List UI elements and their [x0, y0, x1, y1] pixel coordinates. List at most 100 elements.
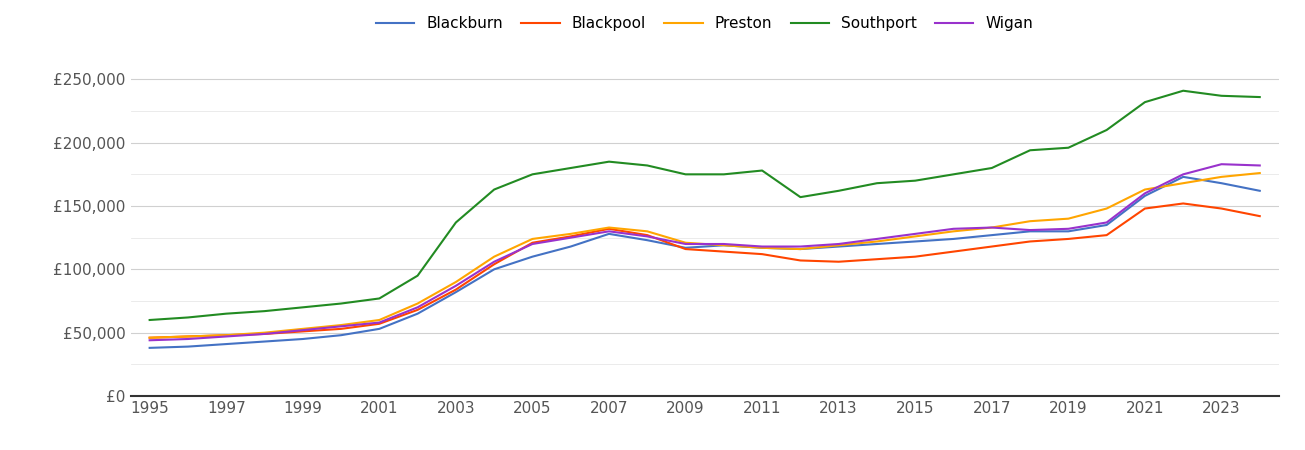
Blackpool	[487, 261, 502, 267]
Wigan	[602, 229, 617, 234]
Blackpool	[831, 259, 847, 265]
Blackburn	[1251, 188, 1267, 194]
Blackpool	[1137, 206, 1152, 211]
Wigan	[869, 236, 885, 242]
Wigan	[525, 241, 540, 247]
Wigan	[142, 338, 158, 343]
Line: Blackburn: Blackburn	[150, 177, 1259, 348]
Blackburn	[487, 267, 502, 272]
Preston	[677, 240, 693, 245]
Southport	[602, 159, 617, 164]
Blackpool	[1176, 201, 1191, 206]
Blackburn	[448, 289, 463, 295]
Preston	[410, 301, 425, 306]
Preston	[754, 245, 770, 251]
Blackburn	[218, 342, 234, 347]
Legend: Blackburn, Blackpool, Preston, Southport, Wigan: Blackburn, Blackpool, Preston, Southport…	[369, 10, 1040, 37]
Blackpool	[410, 307, 425, 313]
Blackpool	[946, 249, 962, 254]
Wigan	[372, 320, 388, 325]
Southport	[1176, 88, 1191, 94]
Blackburn	[754, 245, 770, 251]
Wigan	[716, 241, 732, 247]
Wigan	[448, 283, 463, 288]
Blackburn	[984, 233, 1000, 238]
Wigan	[1214, 162, 1229, 167]
Blackpool	[1214, 206, 1229, 211]
Southport	[1251, 94, 1267, 100]
Wigan	[907, 231, 923, 237]
Blackburn	[257, 339, 273, 344]
Blackpool	[1099, 233, 1114, 238]
Blackburn	[639, 238, 655, 243]
Southport	[1061, 145, 1077, 150]
Blackpool	[1251, 213, 1267, 219]
Blackburn	[716, 243, 732, 248]
Southport	[1214, 93, 1229, 99]
Preston	[984, 225, 1000, 230]
Blackburn	[1137, 193, 1152, 198]
Preston	[180, 334, 196, 339]
Blackpool	[333, 326, 348, 332]
Southport	[218, 311, 234, 316]
Blackburn	[295, 336, 311, 342]
Southport	[907, 178, 923, 183]
Wigan	[984, 225, 1000, 230]
Preston	[487, 254, 502, 259]
Blackburn	[1176, 174, 1191, 180]
Wigan	[1061, 226, 1077, 231]
Southport	[1099, 127, 1114, 133]
Southport	[984, 165, 1000, 171]
Southport	[946, 171, 962, 177]
Wigan	[333, 324, 348, 329]
Blackburn	[180, 344, 196, 349]
Blackburn	[677, 245, 693, 251]
Southport	[831, 188, 847, 194]
Preston	[448, 279, 463, 285]
Preston	[639, 229, 655, 234]
Preston	[295, 326, 311, 332]
Wigan	[1137, 191, 1152, 196]
Blackpool	[677, 246, 693, 252]
Blackburn	[525, 254, 540, 259]
Wigan	[410, 305, 425, 310]
Blackburn	[1214, 180, 1229, 186]
Preston	[602, 225, 617, 230]
Wigan	[831, 241, 847, 247]
Southport	[562, 165, 578, 171]
Blackburn	[907, 239, 923, 244]
Southport	[295, 305, 311, 310]
Blackburn	[946, 236, 962, 242]
Wigan	[1251, 163, 1267, 168]
Wigan	[946, 226, 962, 231]
Preston	[257, 330, 273, 335]
Preston	[831, 243, 847, 248]
Preston	[525, 236, 540, 242]
Blackburn	[410, 311, 425, 316]
Blackpool	[218, 333, 234, 338]
Preston	[1022, 219, 1037, 224]
Blackburn	[1022, 229, 1037, 234]
Wigan	[1176, 171, 1191, 177]
Southport	[257, 308, 273, 314]
Blackpool	[448, 287, 463, 292]
Line: Wigan: Wigan	[150, 164, 1259, 340]
Preston	[562, 231, 578, 237]
Southport	[869, 180, 885, 186]
Blackpool	[142, 335, 158, 341]
Wigan	[677, 241, 693, 247]
Blackburn	[562, 244, 578, 249]
Blackpool	[639, 233, 655, 238]
Blackpool	[984, 244, 1000, 249]
Southport	[677, 171, 693, 177]
Wigan	[639, 234, 655, 239]
Preston	[1137, 187, 1152, 192]
Blackburn	[333, 333, 348, 338]
Blackpool	[602, 226, 617, 231]
Southport	[180, 315, 196, 320]
Southport	[410, 273, 425, 279]
Blackpool	[907, 254, 923, 259]
Blackburn	[792, 246, 808, 252]
Preston	[1099, 206, 1114, 211]
Wigan	[792, 244, 808, 249]
